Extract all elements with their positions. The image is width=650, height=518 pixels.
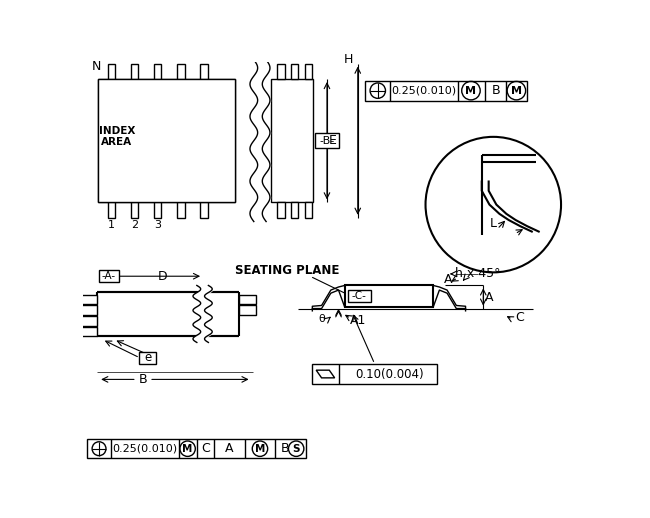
Text: 0.10(0.004): 0.10(0.004) — [355, 367, 424, 381]
Text: L: L — [489, 218, 497, 231]
Text: N: N — [92, 60, 101, 73]
Text: h x 45°: h x 45° — [455, 267, 500, 280]
Bar — [305, 64, 313, 79]
Text: 1: 1 — [108, 220, 115, 231]
Bar — [277, 64, 285, 79]
Bar — [86, 439, 306, 458]
Bar — [348, 290, 371, 303]
Text: e: e — [144, 351, 151, 364]
Bar — [135, 79, 235, 203]
Text: -B-: -B- — [319, 136, 335, 146]
Text: SEATING PLANE: SEATING PLANE — [235, 264, 339, 277]
Bar — [344, 285, 433, 307]
Text: B: B — [138, 373, 148, 386]
Bar — [131, 203, 138, 218]
Text: S: S — [292, 444, 300, 454]
Text: M: M — [183, 444, 193, 454]
Bar — [239, 295, 256, 304]
Text: θ: θ — [318, 314, 325, 324]
Bar — [153, 203, 161, 218]
Text: 2: 2 — [131, 220, 138, 231]
Text: C: C — [515, 311, 524, 324]
Bar — [139, 352, 156, 364]
Bar — [277, 203, 285, 218]
Text: B: B — [491, 84, 500, 97]
Bar — [200, 203, 207, 218]
Bar — [365, 81, 527, 100]
Bar — [305, 203, 313, 218]
Bar — [177, 203, 185, 218]
Bar — [291, 64, 298, 79]
Text: A: A — [225, 442, 233, 455]
Text: M: M — [511, 85, 522, 96]
Text: M: M — [465, 85, 476, 96]
Bar — [80, 295, 97, 304]
Text: -C-: -C- — [352, 291, 367, 301]
Bar — [98, 79, 135, 203]
Bar — [107, 64, 115, 79]
Text: INDEX: INDEX — [99, 126, 135, 136]
Bar — [80, 327, 97, 336]
Bar — [177, 64, 185, 79]
Text: 0.25(0.010): 0.25(0.010) — [112, 444, 178, 454]
Text: -A-: -A- — [102, 271, 116, 281]
Bar — [80, 306, 97, 315]
Text: E: E — [329, 134, 337, 147]
Text: H: H — [344, 53, 353, 66]
Bar — [315, 133, 339, 148]
Text: A: A — [445, 273, 453, 286]
Bar — [200, 64, 207, 79]
Bar — [131, 64, 138, 79]
Bar — [239, 306, 256, 315]
Circle shape — [426, 137, 561, 272]
Bar — [80, 316, 97, 325]
Bar — [107, 203, 115, 218]
Text: AREA: AREA — [101, 137, 133, 147]
Bar — [291, 203, 298, 218]
Text: 0.25(0.010): 0.25(0.010) — [391, 85, 456, 96]
Text: A: A — [485, 291, 494, 304]
Bar — [153, 64, 161, 79]
Bar — [99, 270, 119, 282]
Text: M: M — [255, 444, 265, 454]
Bar — [271, 79, 313, 203]
Text: C: C — [201, 442, 210, 455]
Text: D: D — [157, 270, 167, 283]
Text: B: B — [281, 442, 290, 455]
Bar — [313, 364, 437, 384]
Text: A1: A1 — [350, 314, 367, 327]
Text: 3: 3 — [154, 220, 161, 231]
Bar — [98, 79, 235, 203]
